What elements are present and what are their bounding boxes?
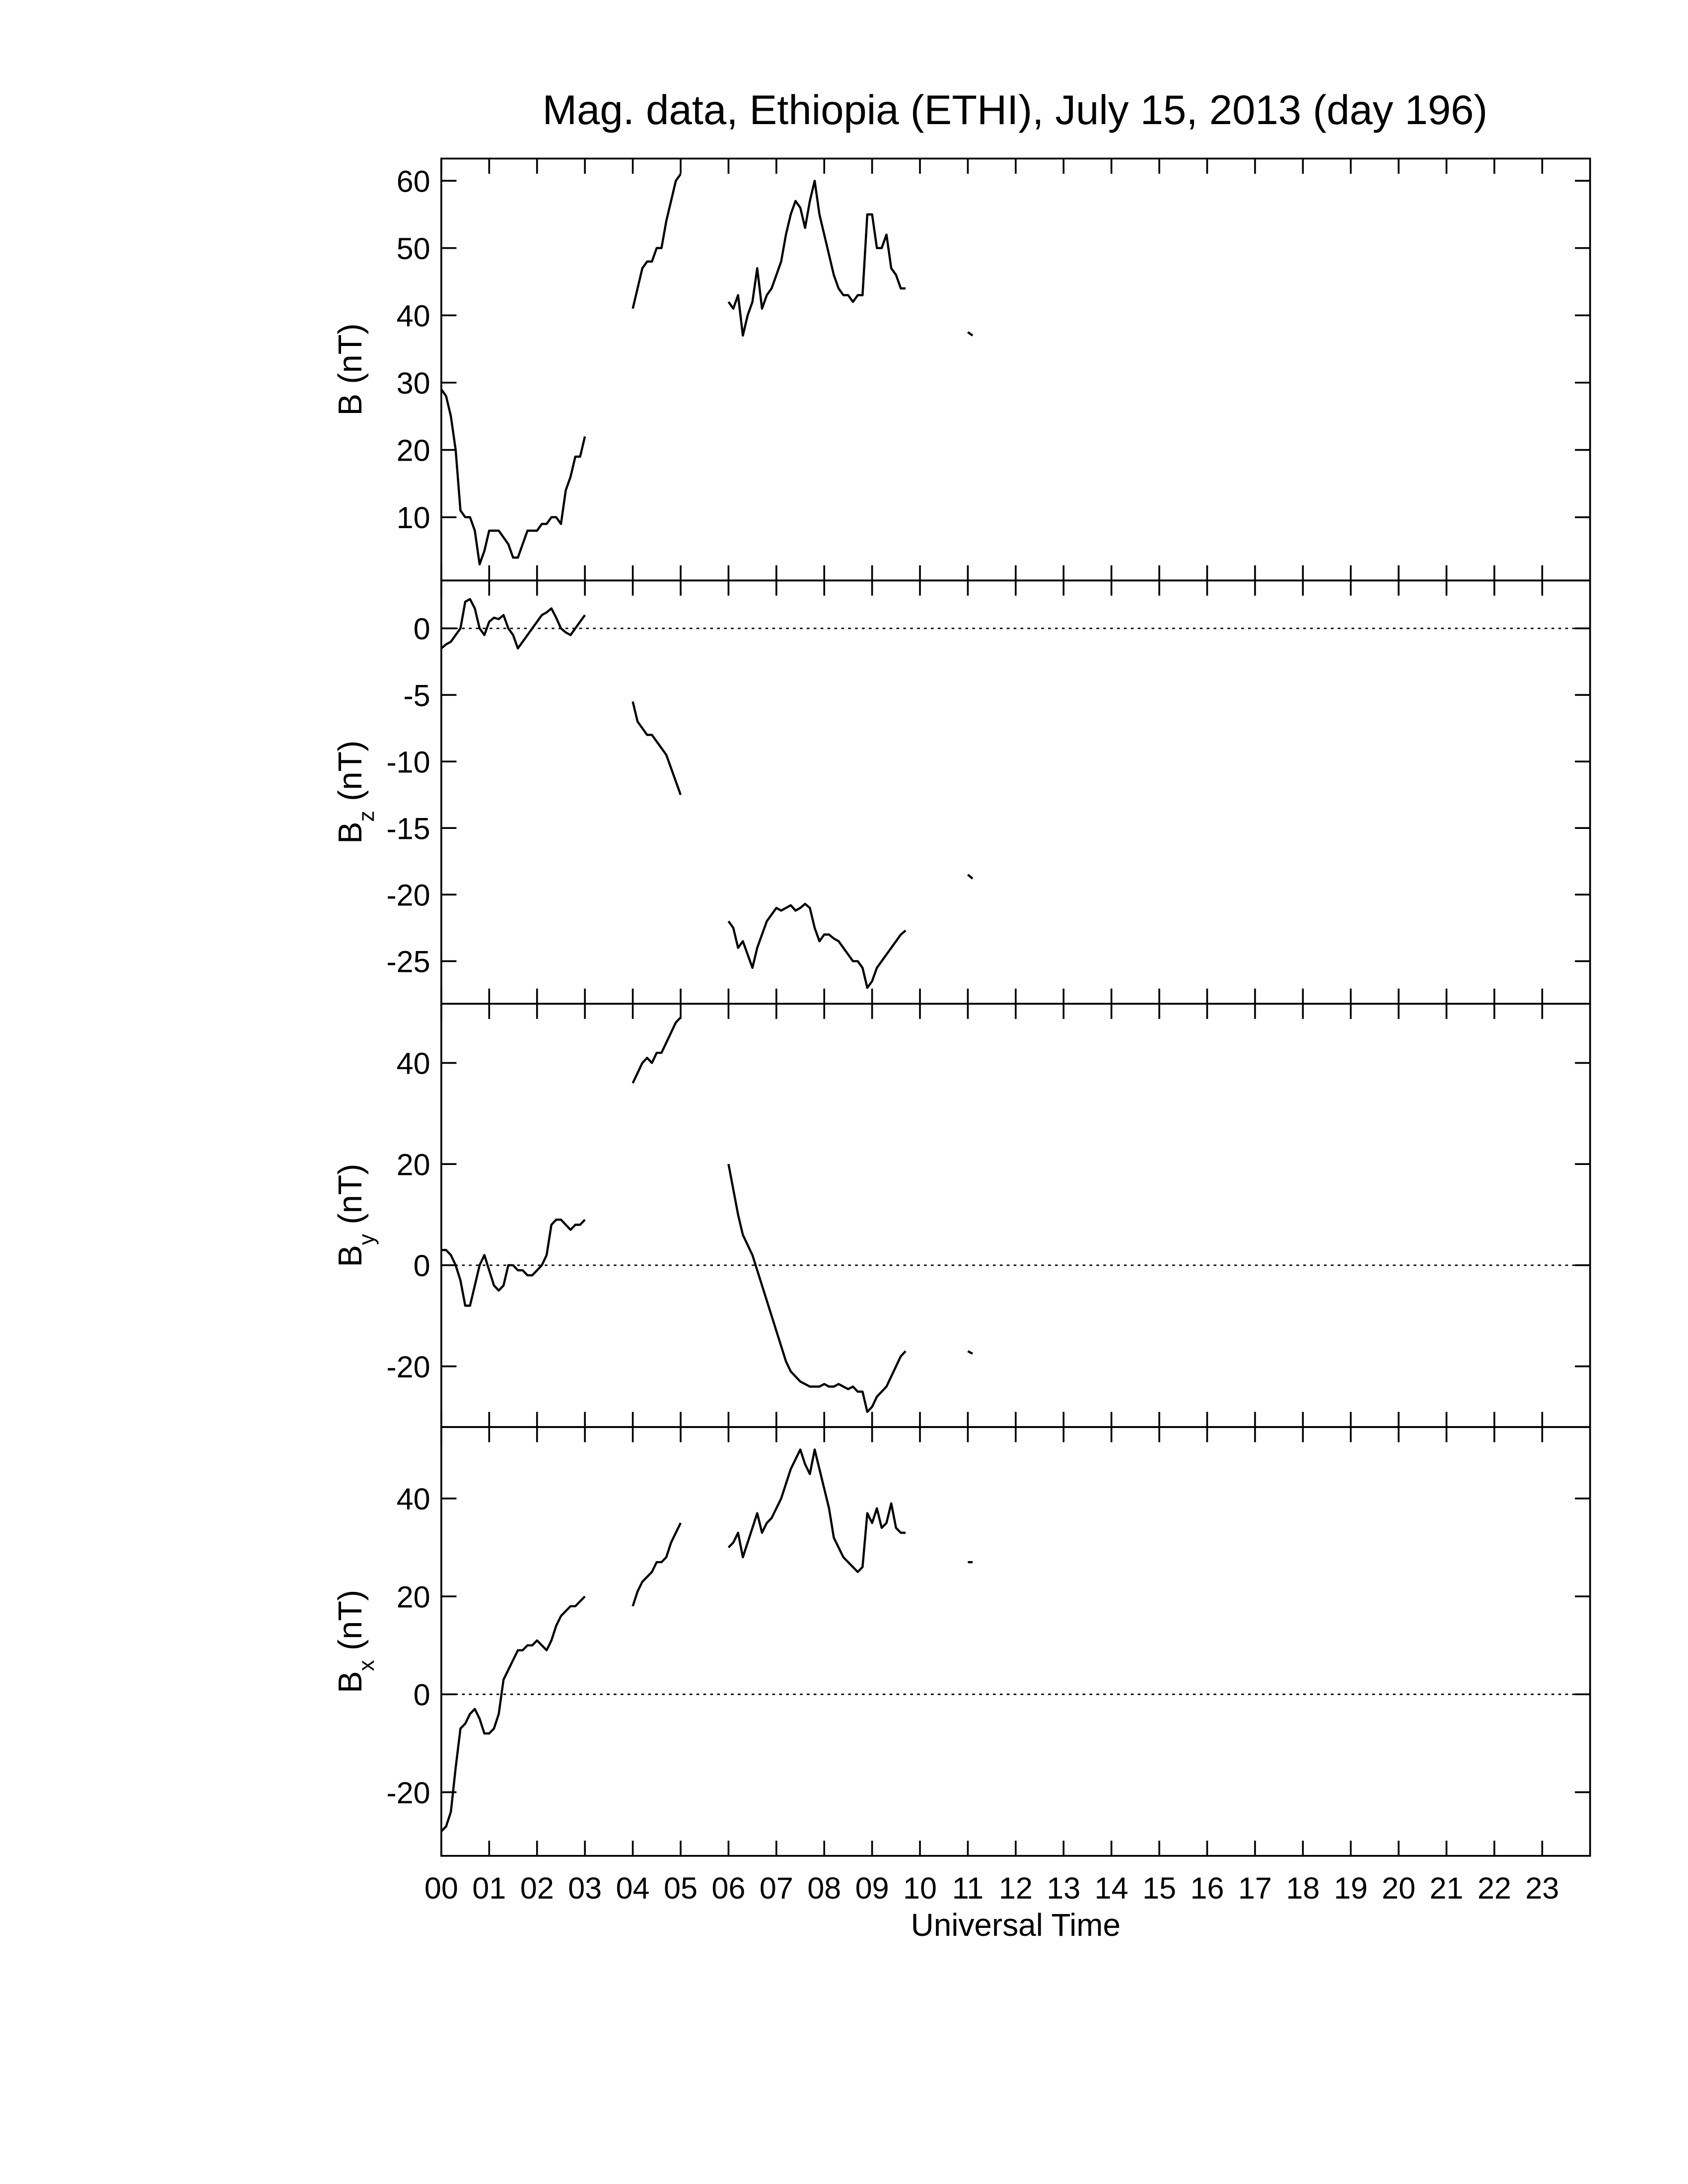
y-tick-label: 20 [397, 1580, 430, 1614]
x-tick-label: 12 [999, 1871, 1033, 1905]
x-tick-label: 04 [616, 1871, 650, 1905]
x-tick-label: 23 [1525, 1871, 1559, 1905]
y-tick-label: -15 [386, 812, 430, 845]
y-tick-label: 40 [397, 299, 430, 333]
y-tick-label: 20 [397, 434, 430, 468]
x-tick-label: 16 [1190, 1871, 1224, 1905]
y-tick-label: 40 [397, 1047, 430, 1081]
y-tick-label: -10 [386, 745, 430, 779]
y-tick-label: 30 [397, 366, 430, 400]
y-label-subscript: y [354, 1233, 379, 1245]
x-tick-label: 07 [760, 1871, 793, 1905]
y-label-symbol: B [332, 1671, 369, 1693]
y-axis-label: Bx (nT) [332, 1590, 379, 1693]
x-tick-label: 20 [1382, 1871, 1415, 1905]
x-tick-label: 22 [1477, 1871, 1511, 1905]
x-tick-label: 13 [1047, 1871, 1080, 1905]
data-line [441, 1017, 974, 1413]
x-tick-label: 05 [664, 1871, 698, 1905]
x-tick-label: 17 [1238, 1871, 1272, 1905]
y-label-unit: (nT) [332, 741, 369, 801]
x-tick-label: 09 [855, 1871, 889, 1905]
y-tick-label: 10 [397, 501, 430, 535]
y-label-subscript: x [354, 1660, 379, 1671]
x-tick-label: 11 [952, 1871, 984, 1905]
y-tick-label: 0 [414, 1249, 430, 1283]
y-label-symbol: B [332, 394, 369, 415]
x-tick-label: 19 [1334, 1871, 1368, 1905]
x-tick-label: 01 [472, 1871, 506, 1905]
x-tick-label: 00 [424, 1871, 458, 1905]
y-axis-label: Bz (nT) [332, 741, 379, 844]
y-tick-label: 20 [397, 1148, 430, 1181]
x-tick-label: 18 [1286, 1871, 1320, 1905]
x-tick-label: 15 [1142, 1871, 1176, 1905]
x-tick-label: 08 [807, 1871, 841, 1905]
x-axis-label: Universal Time [911, 1907, 1121, 1943]
y-tick-label: -25 [386, 945, 430, 979]
y-label-subscript: z [354, 811, 379, 821]
data-line [440, 1448, 973, 1833]
x-tick-label: 02 [520, 1871, 554, 1905]
y-tick-label: -20 [386, 1350, 430, 1384]
y-label-unit: (nT) [332, 1590, 369, 1650]
x-tick-label: 06 [711, 1871, 745, 1905]
y-tick-label: -5 [403, 679, 430, 712]
y-tick-label: 0 [414, 1678, 430, 1712]
data-line [440, 173, 974, 566]
y-axis-label: B (nT) [332, 323, 369, 415]
x-tick-label: 14 [1095, 1871, 1128, 1905]
chart-title: Mag. data, Ethiopia (ETHI), July 15, 201… [543, 87, 1488, 133]
y-label-symbol: B [332, 822, 369, 844]
y-label-unit: (nT) [332, 323, 369, 384]
y-tick-label: 40 [397, 1482, 430, 1516]
y-tick-label: 60 [397, 164, 430, 198]
y-tick-label: 50 [397, 232, 430, 266]
x-tick-label: 03 [568, 1871, 602, 1905]
y-tick-label: -20 [386, 879, 430, 912]
y-tick-label: -20 [386, 1776, 430, 1810]
y-label-unit: (nT) [332, 1163, 369, 1224]
y-axis-label: By (nT) [332, 1163, 379, 1267]
data-line [440, 598, 974, 989]
y-tick-label: 0 [414, 612, 430, 646]
x-tick-label: 10 [903, 1871, 937, 1905]
y-label-symbol: B [332, 1245, 369, 1267]
x-tick-label: 21 [1430, 1871, 1464, 1905]
